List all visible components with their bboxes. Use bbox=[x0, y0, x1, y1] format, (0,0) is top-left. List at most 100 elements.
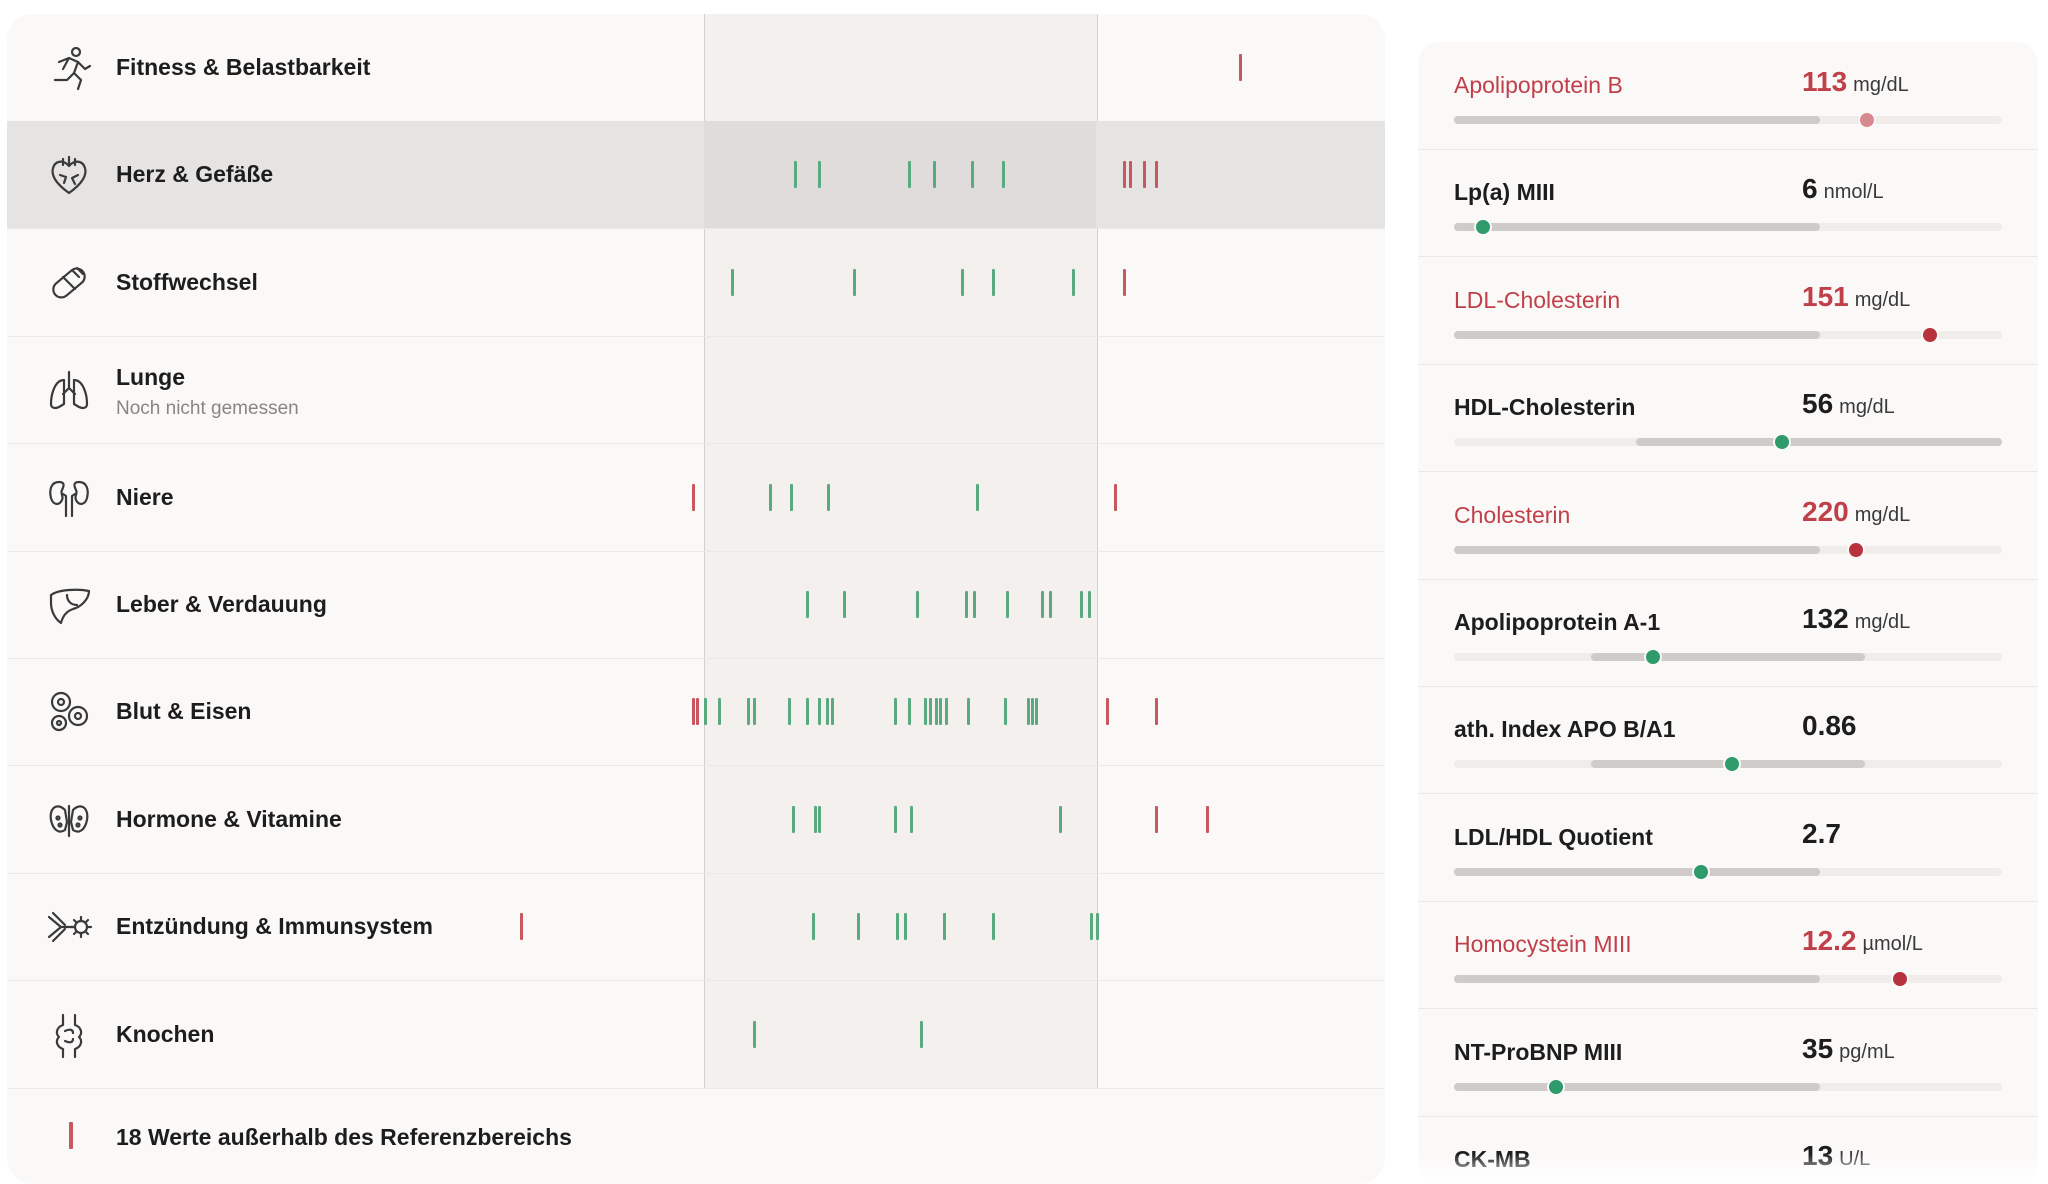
biomarker-row[interactable]: LDL-Cholesterin 151 mg/dL bbox=[1418, 257, 2038, 365]
biomarker-row[interactable]: Apolipoprotein B 113 mg/dL bbox=[1418, 42, 2038, 150]
in-range-tick bbox=[924, 698, 927, 725]
category-row-blut[interactable]: Blut & Eisen bbox=[7, 658, 1385, 766]
out-of-range-tick bbox=[1155, 806, 1158, 833]
biomarker-row[interactable]: Homocystein MIII 12.2 µmol/L bbox=[1418, 901, 2038, 1009]
category-label: Fitness & Belastbarkeit bbox=[116, 54, 371, 80]
biomarker-value: 6 nmol/L bbox=[1802, 173, 1884, 205]
in-range-tick bbox=[894, 698, 897, 725]
category-row-stoffwechsel[interactable]: Stoffwechsel bbox=[7, 229, 1385, 337]
selected-row-highlight bbox=[704, 121, 1096, 228]
in-range-tick bbox=[976, 484, 979, 511]
range-track bbox=[1454, 648, 2002, 666]
range-track bbox=[1454, 755, 2002, 773]
category-row-knochen[interactable]: Knochen bbox=[7, 981, 1385, 1089]
range-track bbox=[1454, 433, 2002, 451]
reference-range bbox=[1454, 116, 1820, 124]
bone-joint-icon bbox=[45, 1011, 93, 1059]
biomarker-value: 35 pg/mL bbox=[1802, 1033, 1895, 1065]
value-number: 12.2 bbox=[1802, 925, 1857, 956]
value-number: 113 bbox=[1802, 66, 1848, 97]
out-of-range-tick bbox=[692, 484, 695, 511]
range-track bbox=[1454, 970, 2002, 988]
kidneys-icon bbox=[45, 474, 93, 522]
runner-icon bbox=[45, 44, 93, 92]
in-range-tick bbox=[814, 806, 817, 833]
in-range-tick bbox=[1088, 591, 1091, 618]
category-row-hormone[interactable]: Hormone & Vitamine bbox=[7, 766, 1385, 874]
out-of-range-tick bbox=[1123, 161, 1126, 188]
biomarker-value: 0.86 bbox=[1802, 710, 1863, 742]
in-range-tick bbox=[929, 698, 932, 725]
out-of-range-tick bbox=[1106, 698, 1109, 725]
biomarker-row[interactable]: LDL/HDL Quotient 2.7 bbox=[1418, 794, 2038, 902]
category-row-leber[interactable]: Leber & Verdauung bbox=[7, 551, 1385, 659]
in-range-tick bbox=[704, 698, 707, 725]
category-row-entzuendung[interactable]: Entzündung & Immunsystem bbox=[7, 873, 1385, 981]
value-unit: nmol/L bbox=[1823, 181, 1884, 203]
value-number: 220 bbox=[1802, 496, 1849, 527]
category-overview-panel: Fitness & Belastbarkeit Herz & Gefäße Stof… bbox=[7, 14, 1385, 1184]
in-range-tick bbox=[753, 1021, 756, 1048]
category-status-text: Noch nicht gemessen bbox=[116, 398, 299, 419]
out-of-range-tick bbox=[1239, 54, 1242, 81]
biomarker-list-panel[interactable]: Apolipoprotein B 113 mg/dL Lp(a) MIII 6 nmol/… bbox=[1418, 42, 2038, 1184]
range-track bbox=[1454, 863, 2002, 881]
biomarker-row[interactable]: Cholesterin 220 mg/dL bbox=[1418, 472, 2038, 580]
blood-cells-icon bbox=[45, 688, 93, 736]
in-range-tick bbox=[896, 913, 899, 940]
in-range-tick bbox=[843, 591, 846, 618]
category-row-niere[interactable]: Niere bbox=[7, 444, 1385, 552]
out-of-range-tick bbox=[1114, 484, 1117, 511]
category-row-fitness[interactable]: Fitness & Belastbarkeit bbox=[7, 14, 1385, 122]
value-number: 6 bbox=[1802, 173, 1818, 204]
value-indicator-dot bbox=[1891, 970, 1909, 988]
biomarker-row[interactable]: Lp(a) MIII 6 nmol/L bbox=[1418, 149, 2038, 257]
in-range-tick bbox=[894, 806, 897, 833]
value-number: 0.86 bbox=[1802, 710, 1857, 741]
pill-icon bbox=[45, 259, 93, 307]
biomarker-row[interactable]: NT-ProBNP MIII 35 pg/mL bbox=[1418, 1009, 2038, 1117]
thyroid-icon bbox=[45, 796, 93, 844]
biomarker-name: Lp(a) MIII bbox=[1454, 179, 1555, 205]
biomarker-name: Cholesterin bbox=[1454, 502, 1571, 528]
value-number: 2.7 bbox=[1802, 818, 1841, 849]
range-track bbox=[1454, 541, 2002, 559]
reference-range bbox=[1591, 653, 1865, 661]
reference-range bbox=[1454, 868, 1820, 876]
biomarker-value: 56 mg/dL bbox=[1802, 388, 1895, 420]
category-row-lunge[interactable]: Lunge Noch nicht gemessen bbox=[7, 336, 1385, 444]
category-label: Blut & Eisen bbox=[116, 698, 252, 724]
liver-icon bbox=[45, 581, 93, 629]
reference-range bbox=[1454, 331, 1820, 339]
out-of-range-tick bbox=[520, 913, 523, 940]
value-indicator-dot bbox=[1921, 326, 1939, 344]
category-row-herz[interactable]: Herz & Gefäße bbox=[7, 121, 1385, 229]
biomarker-name: NT-ProBNP MIII bbox=[1454, 1039, 1623, 1065]
value-number: 56 bbox=[1802, 388, 1834, 419]
lungs-icon bbox=[45, 366, 93, 414]
value-number: 132 bbox=[1802, 603, 1849, 634]
biomarker-row[interactable]: Apolipoprotein A-1 132 mg/dL bbox=[1418, 579, 2038, 687]
biomarker-row[interactable]: HDL-Cholesterin 56 mg/dL bbox=[1418, 364, 2038, 472]
value-indicator-dot bbox=[1474, 218, 1492, 236]
category-label: Knochen bbox=[116, 1021, 215, 1047]
biomarker-name: Homocystein MIII bbox=[1454, 931, 1632, 957]
out-of-range-tick bbox=[1155, 161, 1158, 188]
in-range-tick bbox=[1059, 806, 1062, 833]
value-indicator-dot bbox=[1692, 863, 1710, 881]
in-range-tick bbox=[831, 698, 834, 725]
value-indicator-dot bbox=[1858, 111, 1876, 129]
legend-text: 18 Werte außerhalb des Referenzbereichs bbox=[116, 1124, 572, 1150]
value-unit: mg/dL bbox=[1854, 611, 1911, 633]
in-range-tick bbox=[857, 913, 860, 940]
biomarker-row[interactable]: ath. Index APO B/A1 0.86 bbox=[1418, 686, 2038, 794]
biomarker-name: LDL-Cholesterin bbox=[1454, 287, 1621, 313]
category-label: Stoffwechsel bbox=[116, 269, 258, 295]
category-label: Hormone & Vitamine bbox=[116, 806, 342, 832]
out-of-range-marker-icon bbox=[69, 1122, 73, 1149]
reference-range bbox=[1454, 975, 1820, 983]
in-range-tick bbox=[718, 698, 721, 725]
value-number: 35 bbox=[1802, 1033, 1834, 1064]
range-track bbox=[1454, 1078, 2002, 1096]
antibody-icon bbox=[45, 903, 93, 951]
